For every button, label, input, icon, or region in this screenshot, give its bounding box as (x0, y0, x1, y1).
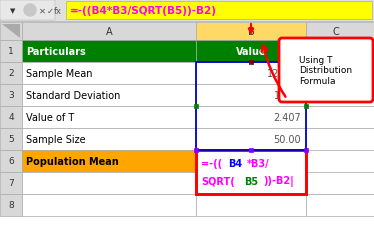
Bar (196, 63, 306, 150)
Bar (306, 41, 374, 63)
Bar (22, 41, 196, 63)
Bar (0, 41, 22, 63)
Text: 50.00: 50.00 (273, 134, 301, 144)
Bar (22, 172, 196, 194)
Text: B4: B4 (228, 158, 242, 168)
Text: 2.407: 2.407 (273, 112, 301, 122)
Bar (22, 194, 196, 216)
Bar (0, 194, 22, 216)
Text: B5: B5 (245, 176, 259, 186)
Bar (22, 63, 196, 85)
Bar (196, 150, 306, 194)
FancyArrowPatch shape (262, 46, 285, 97)
Bar (306, 63, 374, 85)
Bar (0, 128, 22, 150)
Bar (0, 150, 22, 172)
Text: Value: Value (236, 47, 266, 57)
Text: =-((B4*B3/SQRT(B5))-B2): =-((B4*B3/SQRT(B5))-B2) (70, 6, 217, 16)
Text: 5: 5 (8, 135, 14, 144)
Text: 6: 6 (8, 157, 14, 166)
Bar (306, 106, 374, 128)
Bar (0, 1, 55, 21)
Bar (0, 63, 22, 85)
Text: B: B (248, 27, 254, 37)
Text: 2: 2 (8, 69, 14, 78)
Bar (194, 105, 198, 109)
Circle shape (24, 5, 36, 17)
Text: 11.00: 11.00 (273, 91, 301, 100)
Text: 3: 3 (8, 91, 14, 100)
Bar (22, 128, 196, 150)
Text: 1: 1 (8, 47, 14, 56)
Bar (196, 23, 306, 41)
Text: ▼: ▼ (10, 8, 15, 14)
Bar (304, 105, 308, 109)
Bar (0, 85, 22, 106)
Text: ✓: ✓ (46, 6, 53, 15)
Bar (196, 41, 306, 63)
Bar (196, 150, 306, 194)
Text: A: A (106, 27, 112, 37)
Text: Value of T: Value of T (26, 112, 74, 122)
Bar (249, 148, 253, 152)
Bar (0, 0, 374, 22)
Text: 4: 4 (8, 113, 14, 122)
Bar (196, 194, 306, 216)
Text: 120.00: 120.00 (267, 69, 301, 79)
Bar (196, 85, 306, 106)
Bar (66, 2, 372, 20)
Text: ))-B2|: ))-B2| (263, 176, 294, 186)
Bar (306, 194, 374, 216)
Text: SQRT(: SQRT( (201, 176, 235, 186)
Bar (22, 106, 196, 128)
Text: Sample Size: Sample Size (26, 134, 86, 144)
FancyArrowPatch shape (249, 25, 253, 34)
Text: C: C (332, 27, 339, 37)
Text: Particulars: Particulars (26, 47, 86, 57)
Text: ✕: ✕ (39, 6, 46, 15)
Bar (22, 85, 196, 106)
Bar (0, 172, 22, 194)
Text: =-((: =-(( (201, 158, 222, 168)
Text: Standard Deviation: Standard Deviation (26, 91, 120, 100)
Bar (306, 23, 374, 41)
Text: Population Mean: Population Mean (26, 156, 119, 166)
Bar (306, 172, 374, 194)
Bar (22, 23, 196, 41)
Bar (22, 150, 196, 172)
Text: 7: 7 (8, 179, 14, 188)
Bar (306, 85, 374, 106)
Bar (196, 128, 306, 150)
FancyBboxPatch shape (279, 39, 373, 103)
Text: fx: fx (54, 6, 62, 15)
Text: Using T
Distribution
Formula: Using T Distribution Formula (300, 56, 353, 85)
Bar (196, 63, 306, 85)
Bar (0, 106, 22, 128)
Bar (306, 128, 374, 150)
Polygon shape (2, 25, 20, 39)
Text: Sample Mean: Sample Mean (26, 69, 92, 79)
Text: *B3/: *B3/ (246, 158, 269, 168)
Bar (194, 148, 198, 152)
Bar (304, 148, 308, 152)
Bar (249, 61, 253, 65)
Bar (0, 23, 22, 41)
Bar (196, 106, 306, 128)
Bar (196, 172, 306, 194)
Bar (304, 61, 308, 65)
Text: 8: 8 (8, 201, 14, 210)
